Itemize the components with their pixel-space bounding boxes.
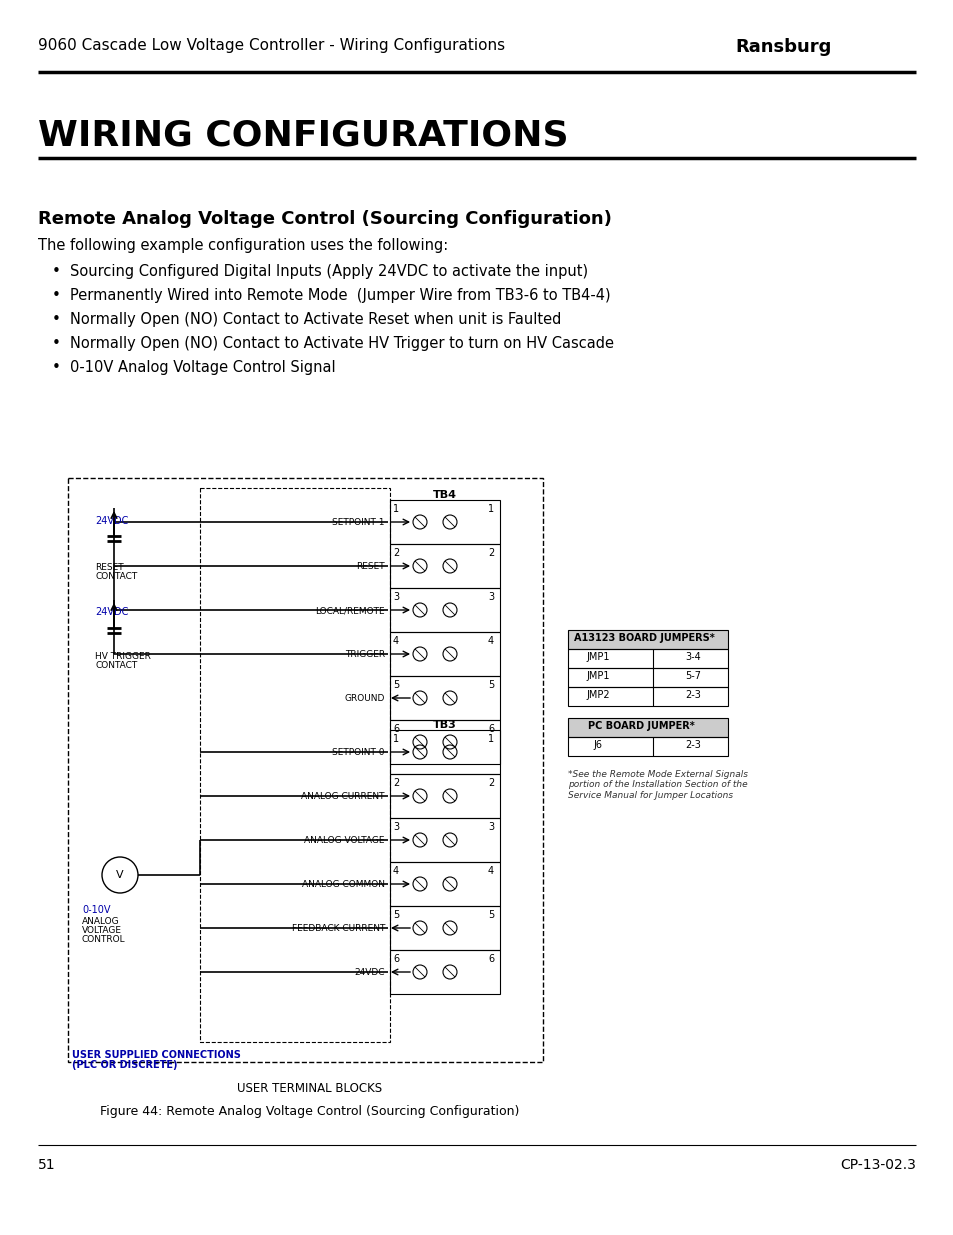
Text: ANALOG VOLTAGE: ANALOG VOLTAGE [304,836,385,845]
Text: 24VDC: 24VDC [95,606,129,618]
Text: 4: 4 [393,636,398,646]
Text: 1: 1 [393,734,398,743]
Text: V: V [116,869,124,881]
Text: WIRING CONFIGURATIONS: WIRING CONFIGURATIONS [38,119,568,152]
Text: Normally Open (NO) Contact to Activate Reset when unit is Faulted: Normally Open (NO) Contact to Activate R… [70,312,560,327]
Text: SETPOINT 1: SETPOINT 1 [333,517,385,527]
Text: TRIGGER: TRIGGER [345,650,385,659]
Text: The following example configuration uses the following:: The following example configuration uses… [38,238,448,253]
Text: HV TRIGGER: HV TRIGGER [95,652,151,661]
Text: SETPOINT 0: SETPOINT 0 [333,748,385,757]
Text: RESET: RESET [356,562,385,571]
Text: Ransburg: Ransburg [734,38,830,56]
Text: 3: 3 [393,823,398,832]
Text: RESET: RESET [95,563,124,572]
Text: ANALOG COMMON: ANALOG COMMON [302,881,385,889]
Text: •: • [52,336,61,351]
Text: Sourcing Configured Digital Inputs (Apply 24VDC to activate the input): Sourcing Configured Digital Inputs (Appl… [70,264,587,279]
Text: USER SUPPLIED CONNECTIONS: USER SUPPLIED CONNECTIONS [71,1050,240,1060]
Text: ANALOG: ANALOG [82,918,119,926]
Text: 2-3: 2-3 [684,740,700,750]
Text: •: • [52,264,61,279]
Text: 6: 6 [488,953,494,965]
Text: 9060 Cascade Low Voltage Controller - Wiring Configurations: 9060 Cascade Low Voltage Controller - Wi… [38,38,504,53]
Text: 4: 4 [488,636,494,646]
Text: 3: 3 [488,823,494,832]
Text: •: • [52,312,61,327]
Text: 1: 1 [488,504,494,514]
Text: FEEDBACK CURRENT: FEEDBACK CURRENT [292,924,385,932]
Text: 1: 1 [488,734,494,743]
Text: •: • [52,288,61,303]
Text: (PLC OR DISCRETE): (PLC OR DISCRETE) [71,1060,177,1070]
Text: Normally Open (NO) Contact to Activate HV Trigger to turn on HV Cascade: Normally Open (NO) Contact to Activate H… [70,336,614,351]
Text: VOLTAGE: VOLTAGE [82,926,122,935]
Text: GROUND: GROUND [344,694,385,703]
Text: 24VDC: 24VDC [355,968,385,977]
Text: LOCAL/REMOTE: LOCAL/REMOTE [315,606,385,615]
Text: 24VDC: 24VDC [95,516,129,526]
Text: 6: 6 [393,724,398,734]
Text: Remote Analog Voltage Control (Sourcing Configuration): Remote Analog Voltage Control (Sourcing … [38,210,611,228]
Text: 2: 2 [393,548,399,558]
Text: *See the Remote Mode External Signals
portion of the Installation Section of the: *See the Remote Mode External Signals po… [567,769,747,800]
Text: 0-10V: 0-10V [82,905,111,915]
Text: 2-3: 2-3 [684,690,700,700]
Text: CONTACT: CONTACT [95,661,137,671]
Text: CP-13-02.3: CP-13-02.3 [840,1158,915,1172]
Text: 1: 1 [393,504,398,514]
Text: 2: 2 [393,778,399,788]
Text: 3: 3 [488,592,494,601]
Circle shape [102,857,138,893]
Text: PC BOARD JUMPER*: PC BOARD JUMPER* [587,721,694,731]
Text: A13123 BOARD JUMPERS*: A13123 BOARD JUMPERS* [574,634,714,643]
Text: JMP1: JMP1 [586,652,609,662]
Text: 3-4: 3-4 [684,652,700,662]
Text: USER TERMINAL BLOCKS: USER TERMINAL BLOCKS [237,1082,382,1095]
Text: J6: J6 [593,740,602,750]
Text: 6: 6 [393,953,398,965]
Text: 2: 2 [488,778,494,788]
Text: 4: 4 [488,866,494,876]
Polygon shape [567,630,727,650]
Text: JMP1: JMP1 [586,671,609,680]
Text: TB4: TB4 [433,490,456,500]
Text: 4: 4 [393,866,398,876]
Text: Permanently Wired into Remote Mode  (Jumper Wire from TB3-6 to TB4-4): Permanently Wired into Remote Mode (Jump… [70,288,610,303]
Polygon shape [567,718,727,737]
Text: Figure 44: Remote Analog Voltage Control (Sourcing Configuration): Figure 44: Remote Analog Voltage Control… [100,1105,519,1118]
Text: 0-10V Analog Voltage Control Signal: 0-10V Analog Voltage Control Signal [70,359,335,375]
Text: •: • [52,359,61,375]
Text: 5: 5 [393,680,399,690]
Text: JMP2: JMP2 [585,690,609,700]
Text: TB3: TB3 [433,720,456,730]
Text: 5: 5 [488,910,494,920]
Text: 5-7: 5-7 [684,671,700,680]
Text: 51: 51 [38,1158,55,1172]
Text: ANALOG CURRENT: ANALOG CURRENT [301,792,385,802]
Text: 2: 2 [488,548,494,558]
Text: 5: 5 [393,910,399,920]
Text: 3: 3 [393,592,398,601]
Text: 6: 6 [488,724,494,734]
Text: 5: 5 [488,680,494,690]
Text: CONTROL: CONTROL [82,935,126,944]
Text: CONTACT: CONTACT [95,572,137,580]
